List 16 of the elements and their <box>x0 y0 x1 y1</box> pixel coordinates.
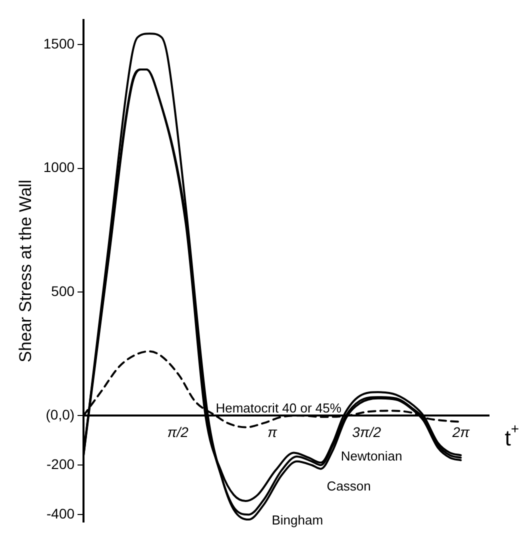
series-label: Bingham <box>272 512 324 528</box>
series-label: Casson <box>326 478 371 494</box>
y-axis-title: Shear Stress at the Wall <box>16 180 35 362</box>
y-tick-label: -200 <box>46 456 75 472</box>
x-tick-label: 3π/2 <box>352 424 382 440</box>
y-tick-label: (0,0) <box>46 406 75 423</box>
x-axis-title: t+ <box>504 420 520 451</box>
y-tick-label: -400 <box>46 505 75 522</box>
x-tick-label: π/2 <box>167 424 189 440</box>
y-tick-label: 500 <box>51 282 75 299</box>
y-tick-label: 1000 <box>43 159 75 176</box>
x-tick-label: π <box>268 424 278 440</box>
series-label: Hematocrit 40 or 45% <box>216 400 342 416</box>
series-label: Newtonian <box>340 448 402 464</box>
y-tick-label: 1500 <box>43 36 75 52</box>
x-tick-label: 2π <box>451 424 470 440</box>
